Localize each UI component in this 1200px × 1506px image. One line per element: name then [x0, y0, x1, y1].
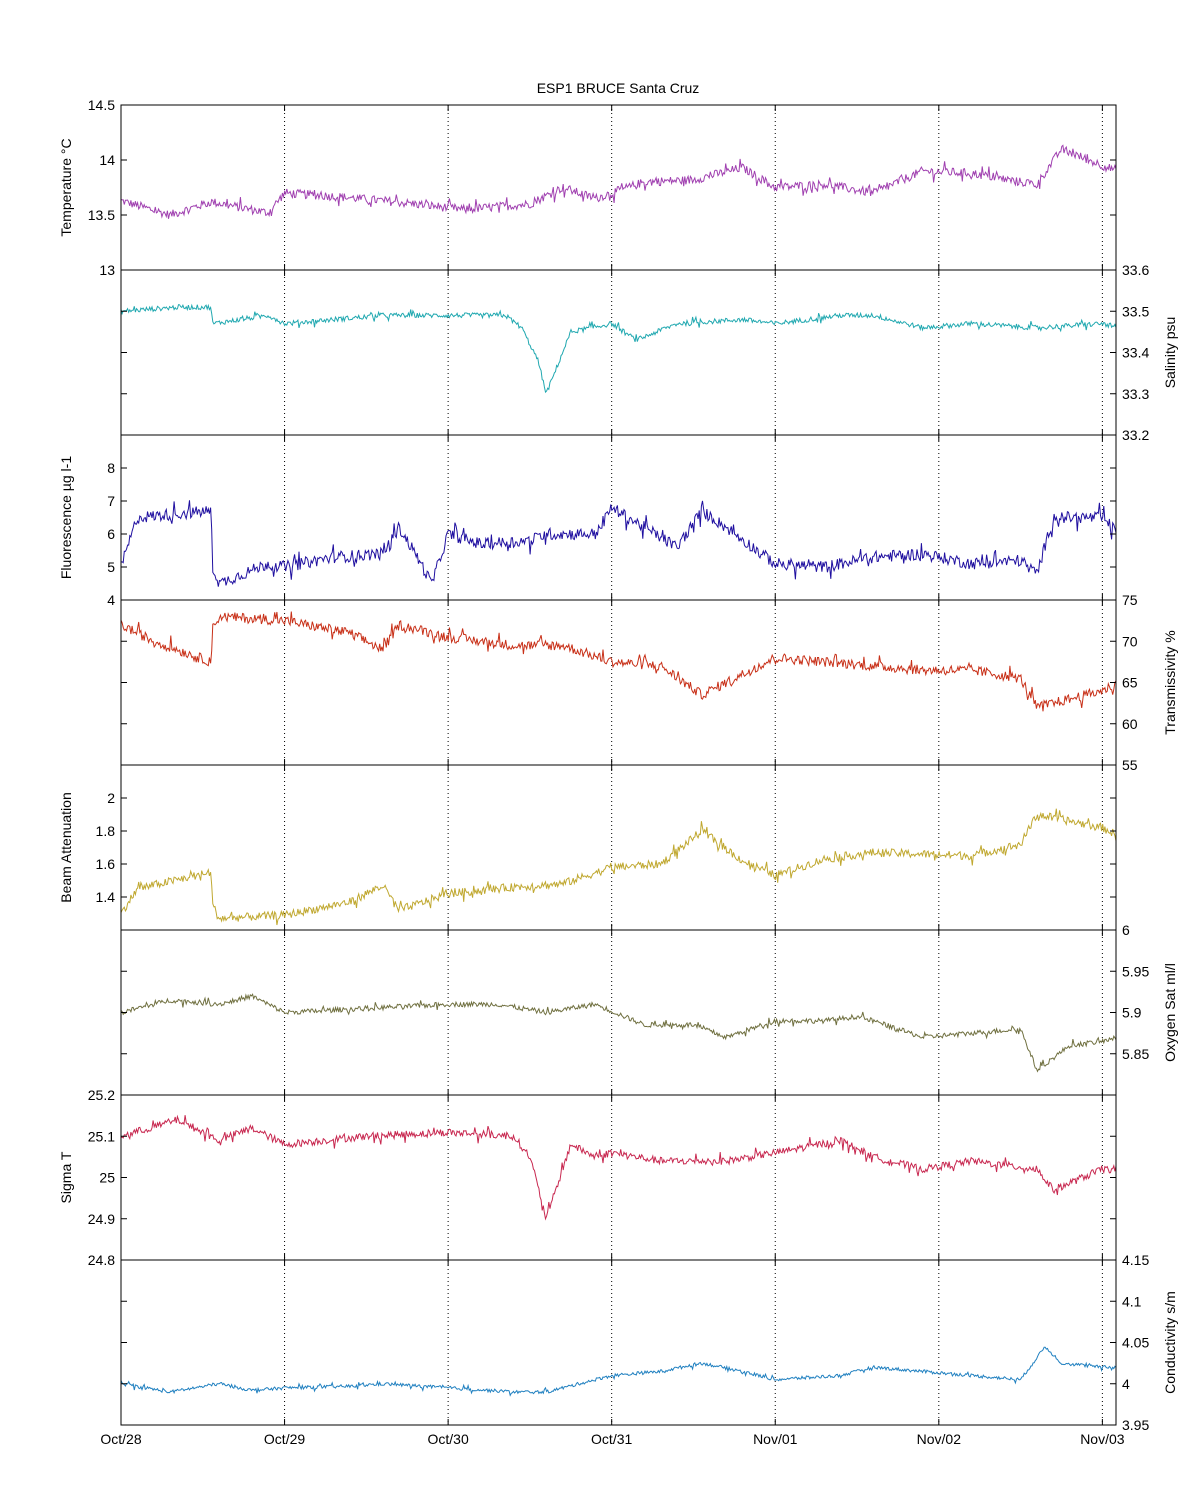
y-tick-label: 60: [1122, 716, 1138, 732]
y-tick-label: 4: [107, 592, 115, 608]
x-tick-label: Oct/30: [427, 1431, 468, 1447]
y-tick-label: 5.9: [1122, 1005, 1142, 1021]
y-tick-label: 14: [99, 152, 115, 168]
y-tick-label: 5: [107, 559, 115, 575]
panel-3: 4 5 6 7 8 Fluorescence µg l-1: [58, 434, 1117, 608]
x-axis: Oct/28 Oct/29 Oct/30 Oct/31 Nov/01 Nov/02 Nov/…: [100, 1431, 1124, 1447]
series-line: [120, 1346, 1117, 1397]
y-axis-label: Salinity psu: [1162, 317, 1178, 389]
y-tick-label: 6: [1122, 922, 1130, 938]
x-tick-label: Nov/02: [917, 1431, 962, 1447]
series-line: [120, 808, 1117, 926]
series-line: [120, 500, 1117, 587]
series-line: [120, 611, 1117, 712]
series-line: [120, 144, 1117, 219]
y-tick-label: 24.8: [88, 1252, 115, 1268]
y-axis-label: Conductivity s/m: [1162, 1291, 1178, 1394]
y-tick-label: 25: [99, 1170, 115, 1186]
series-line: [120, 303, 1117, 394]
panel-frame: [120, 434, 1117, 601]
y-tick-label: 13.5: [88, 207, 115, 223]
y-tick-label: 1.6: [96, 856, 116, 872]
panel-frame: [120, 929, 1117, 1096]
y-tick-label: 33.6: [1122, 262, 1149, 278]
y-tick-label: 55: [1122, 757, 1138, 773]
y-tick-label: 5.85: [1122, 1046, 1149, 1062]
y-tick-label: 8: [107, 460, 115, 476]
panel-5: 1.4 1.6 1.8 2 Beam Attenuation: [58, 764, 1117, 931]
y-tick-label: 65: [1122, 675, 1138, 691]
y-axis-label: Oxygen Sat ml/l: [1162, 963, 1178, 1062]
series-line: [120, 993, 1117, 1073]
y-tick-label: 3.95: [1122, 1417, 1149, 1433]
panel-frame: [120, 269, 1117, 436]
y-tick-label: 14.5: [88, 97, 115, 113]
series-line: [120, 1114, 1117, 1221]
x-tick-label: Oct/31: [591, 1431, 632, 1447]
panel-2: 33.2 33.3 33.4 33.5 33.6 Salinity psu: [120, 262, 1178, 443]
y-tick-label: 13: [99, 262, 115, 278]
y-tick-label: 1.8: [96, 823, 116, 839]
panel-frame: [120, 1259, 1117, 1426]
x-tick-label: Nov/01: [753, 1431, 798, 1447]
y-tick-label: 70: [1122, 633, 1138, 649]
y-axis-label: Temperature °C: [58, 138, 74, 236]
y-tick-label: 33.3: [1122, 386, 1149, 402]
panel-6: 5.85 5.9 5.95 6 Oxygen Sat ml/l: [120, 922, 1178, 1096]
x-tick-label: Oct/28: [100, 1431, 141, 1447]
y-tick-label: 4.1: [1122, 1293, 1142, 1309]
panel-frame: [120, 1094, 1117, 1261]
chart-title: ESP1 BRUCE Santa Cruz: [537, 80, 700, 96]
y-tick-label: 4: [1122, 1376, 1130, 1392]
panel-7: 24.8 24.9 25 25.1 25.2 Sigma T: [58, 1087, 1117, 1268]
y-axis-label: Beam Attenuation: [58, 792, 74, 903]
y-tick-label: 33.2: [1122, 427, 1149, 443]
y-tick-label: 5.95: [1122, 963, 1149, 979]
y-tick-label: 25.1: [88, 1128, 115, 1144]
y-axis-label: Sigma T: [58, 1151, 74, 1203]
y-tick-label: 25.2: [88, 1087, 115, 1103]
panel-8: 3.95 4 4.05 4.1 4.15 Conductivity s/m: [120, 1252, 1178, 1433]
x-tick-label: Oct/29: [264, 1431, 305, 1447]
y-axis-label: Fluorescence µg l-1: [58, 456, 74, 579]
y-tick-label: 24.9: [88, 1211, 115, 1227]
panel-1: 13 13.5 14 14.5 Temperature °C: [58, 97, 1117, 278]
y-tick-label: 33.4: [1122, 345, 1149, 361]
y-tick-label: 33.5: [1122, 303, 1149, 319]
x-tick-label: Nov/03: [1080, 1431, 1125, 1447]
y-tick-label: 2: [107, 790, 115, 806]
y-tick-label: 4.15: [1122, 1252, 1149, 1268]
y-tick-label: 1.4: [96, 889, 116, 905]
y-axis-label: Transmissivity %: [1162, 630, 1178, 735]
panel-4: 55 60 65 70 75 Transmissivity %: [120, 592, 1178, 773]
panel-frame: [120, 764, 1117, 931]
y-tick-label: 75: [1122, 592, 1138, 608]
y-tick-label: 4.05: [1122, 1335, 1149, 1351]
y-tick-label: 6: [107, 526, 115, 542]
y-tick-label: 7: [107, 493, 115, 509]
